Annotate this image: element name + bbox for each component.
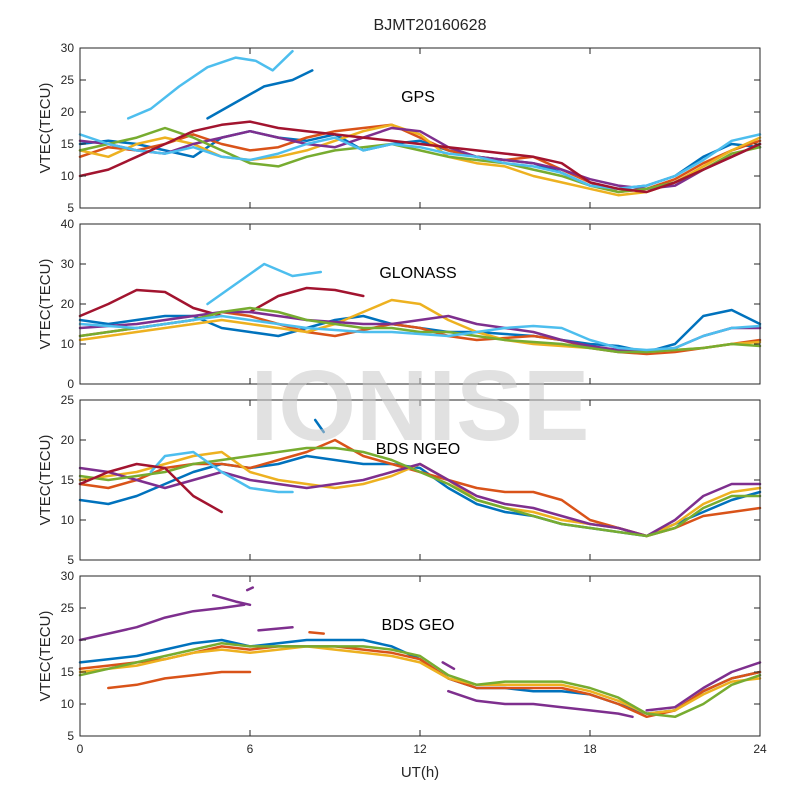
y-tick-label: 15	[61, 137, 75, 151]
panel-label: BDS GEO	[382, 617, 455, 634]
y-tick-label: 20	[61, 105, 75, 119]
series-line-0	[126, 49, 294, 120]
x-tick-label: 12	[413, 742, 427, 756]
series-line-6	[78, 126, 762, 194]
series-line-0	[313, 418, 325, 434]
y-tick-label: 5	[67, 553, 74, 567]
y-tick-label: 30	[61, 41, 75, 55]
y-tick-label: 10	[61, 337, 75, 351]
chart-title: BJMT20160628	[374, 17, 487, 34]
series-line-12	[78, 641, 762, 719]
y-tick-label: 25	[61, 393, 75, 407]
y-tick-label: 5	[67, 201, 74, 215]
y-axis-label: VTEC(TECU)	[37, 259, 54, 350]
series-line-2	[245, 586, 255, 592]
series-line-8	[78, 314, 762, 352]
series-line-2	[248, 286, 365, 314]
series-line-7	[78, 133, 762, 191]
series-line-1	[211, 593, 252, 607]
y-tick-label: 10	[61, 513, 75, 527]
y-axis-label: VTEC(TECU)	[37, 435, 54, 526]
y-axis-label: VTEC(TECU)	[37, 611, 54, 702]
series-line-1	[206, 69, 314, 120]
panel-1: 0 10 20 30 40 VTEC(TECU) GLONASS	[37, 217, 762, 391]
y-tick-label: 40	[61, 217, 75, 231]
panel-label: BDS NGEO	[376, 441, 460, 458]
panel-2: 5 10 15 20 25 VTEC(TECU) BDS NGEO	[37, 393, 762, 567]
panel-label: GLONASS	[379, 265, 456, 282]
y-tick-label: 0	[67, 377, 74, 391]
panels: 5 10 15 20 25 30 VTEC(TECU) GPS 0 10 20 30 40 VTEC(TE…	[37, 41, 767, 756]
y-tick-label: 5	[67, 729, 74, 743]
x-tick-label: 18	[583, 742, 597, 756]
y-tick-label: 20	[61, 297, 75, 311]
x-tick-label: 6	[247, 742, 254, 756]
y-tick-label: 15	[61, 473, 75, 487]
series-line-5	[441, 661, 456, 671]
x-tick-label: 24	[753, 742, 767, 756]
panel-frame	[79, 47, 761, 209]
x-tick-label: 0	[77, 742, 84, 756]
series-line-9	[107, 670, 252, 690]
panel-label: GPS	[401, 89, 435, 106]
y-tick-label: 20	[61, 633, 75, 647]
series-line-4	[308, 631, 325, 635]
panel-0: 5 10 15 20 25 30 VTEC(TECU) GPS	[37, 41, 762, 215]
series-line-8	[78, 120, 762, 194]
panel-3: 0 6 12 18 24 5 10 15 20 25 30 VTEC(TECU) BDS GEO	[37, 569, 767, 756]
y-axis-label: VTEC(TECU)	[37, 83, 54, 174]
x-axis-label: UT(h)	[401, 764, 439, 781]
series-line-0	[206, 262, 323, 306]
series-line-3	[257, 625, 294, 632]
watermark: IONISE	[251, 350, 590, 462]
series-line-7	[645, 661, 762, 712]
series-line-6	[447, 689, 634, 719]
series-line-7	[78, 462, 223, 514]
y-tick-label: 30	[61, 257, 75, 271]
series-line-6	[149, 450, 294, 494]
y-tick-label: 25	[61, 73, 75, 87]
y-tick-label: 20	[61, 433, 75, 447]
series-line-0	[78, 603, 246, 642]
y-tick-label: 15	[61, 665, 75, 679]
y-tick-label: 25	[61, 601, 75, 615]
y-tick-label: 30	[61, 569, 75, 583]
y-tick-label: 10	[61, 169, 75, 183]
series-line-5	[78, 446, 762, 538]
series-line-1	[78, 288, 223, 318]
y-tick-label: 10	[61, 697, 75, 711]
